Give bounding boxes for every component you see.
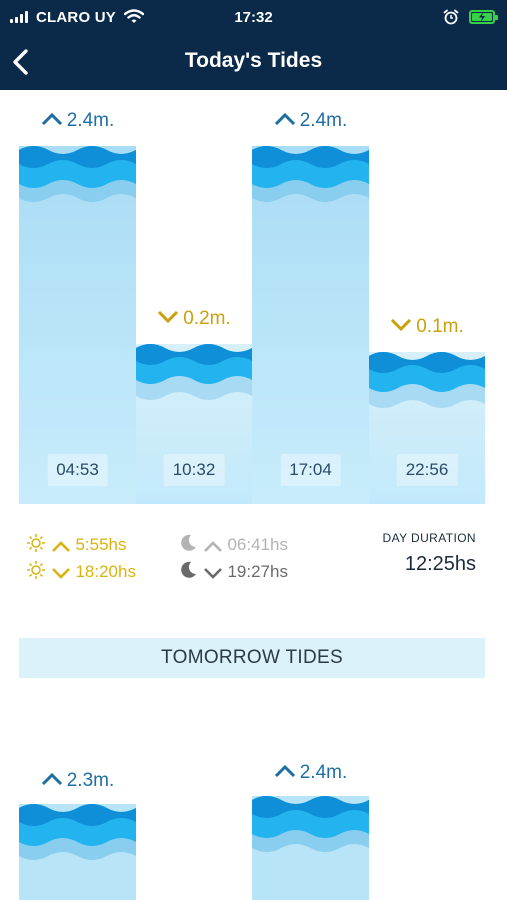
day-duration-label: DAY DURATION xyxy=(382,531,476,545)
tide-time: 04:53 xyxy=(47,454,108,486)
sunset: 18:20hs xyxy=(26,560,136,582)
status-bar: CLARO UY 17:32 xyxy=(0,0,507,36)
arrow-up-icon xyxy=(274,112,295,126)
moonset: 19:27hs xyxy=(178,560,288,582)
moon-icon xyxy=(181,534,196,551)
arrow-up-icon xyxy=(41,772,62,786)
battery-icon xyxy=(469,10,498,24)
arrow-up-icon xyxy=(51,541,70,552)
tide-height-label: 2.4m. xyxy=(19,110,136,132)
tide-column: 2.3m. xyxy=(19,760,136,900)
page-title: Today's Tides xyxy=(184,49,323,72)
tide-height-label: 2.3m. xyxy=(19,770,136,792)
arrow-up-icon xyxy=(41,112,62,126)
water-fill xyxy=(252,796,369,900)
tide-height-label: 0.1m. xyxy=(369,316,485,338)
carrier-name: CLARO UY xyxy=(36,9,116,26)
arrow-up-icon xyxy=(203,541,222,552)
tide-column: 2.4m. xyxy=(252,760,369,900)
chevron-left-icon xyxy=(13,49,28,75)
alarm-clock-icon xyxy=(443,9,459,30)
tide-column: 0.1m. 22:56 xyxy=(369,96,485,504)
tide-time: 17:04 xyxy=(280,454,341,486)
tide-column: 2.4m. 04:53 xyxy=(19,96,136,504)
tide-column: 0.2m. 10:32 xyxy=(136,96,252,504)
nav-bar: Today's Tides xyxy=(0,36,507,90)
arrow-down-icon xyxy=(51,568,70,579)
day-duration-value: 12:25hs xyxy=(404,553,476,575)
water-fill: 22:56 xyxy=(369,352,485,504)
tide-time: 10:32 xyxy=(163,454,225,486)
back-button[interactable] xyxy=(4,42,44,82)
tide-time: 22:56 xyxy=(396,454,458,486)
tide-height-label: 2.4m. xyxy=(252,762,369,784)
sun-icon xyxy=(27,534,45,552)
water-fill: 10:32 xyxy=(136,344,252,504)
tide-column: 2.4m. 17:04 xyxy=(252,96,369,504)
water-fill: 04:53 xyxy=(19,146,136,504)
wifi-icon xyxy=(123,9,145,30)
arrow-down-icon xyxy=(391,318,412,332)
arrow-down-icon xyxy=(203,568,222,579)
sun-icon xyxy=(27,561,45,579)
water-fill: 17:04 xyxy=(252,146,369,504)
sun-moon-info: 5:55hs 18:20hs 06:41hs 19:27hs DAY DURAT… xyxy=(26,531,486,591)
tide-height-label: 2.4m. xyxy=(252,110,369,132)
tomorrow-tides-header: TOMORROW TIDES xyxy=(19,638,485,678)
arrow-up-icon xyxy=(274,764,295,778)
status-time: 17:32 xyxy=(234,9,273,26)
tomorrow-tide-chart: 2.3m. 2.4m. xyxy=(19,760,485,900)
moonrise: 06:41hs xyxy=(178,533,288,555)
arrow-down-icon xyxy=(158,310,179,324)
signal-icon xyxy=(10,11,30,23)
tide-height-label: 0.2m. xyxy=(136,308,252,330)
water-fill xyxy=(19,804,136,900)
sunrise: 5:55hs xyxy=(26,533,127,555)
today-tide-chart: 2.4m. 04:53 0.2m. xyxy=(19,96,485,504)
moon-icon xyxy=(181,561,196,578)
